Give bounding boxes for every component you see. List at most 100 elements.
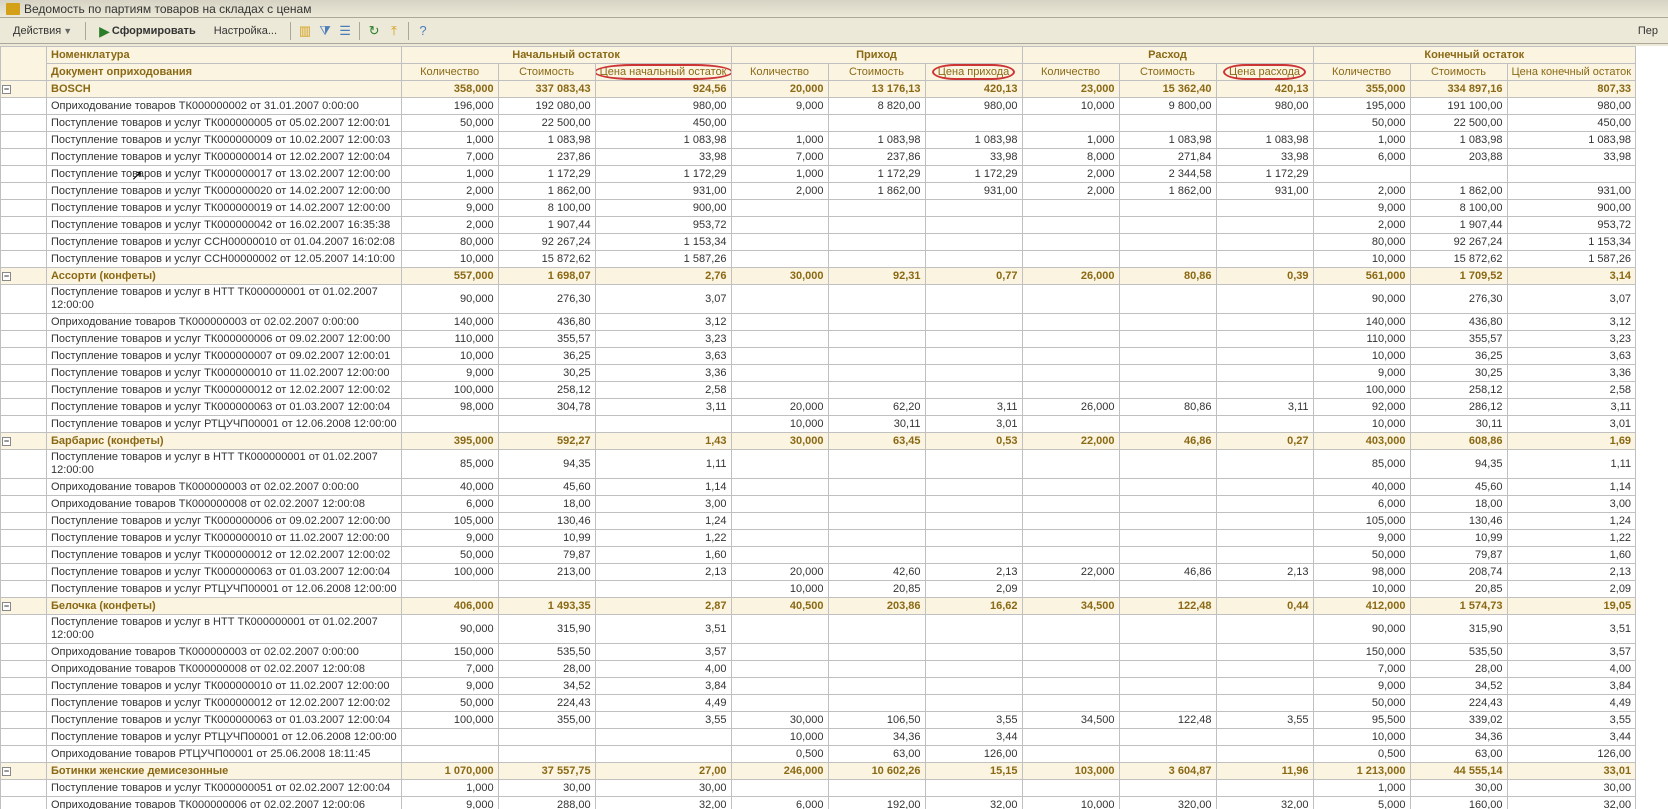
data-row[interactable]: Оприходование товаров ТК000000003 от 02.… <box>1 314 1636 331</box>
data-row[interactable]: Оприходование товаров ТК000000008 от 02.… <box>1 496 1636 513</box>
value-cell: 80,000 <box>1313 234 1410 251</box>
value-cell <box>731 365 828 382</box>
value-cell: 3,55 <box>1216 712 1313 729</box>
value-cell: 9,000 <box>1313 530 1410 547</box>
value-cell: 9,000 <box>731 98 828 115</box>
data-row[interactable]: Поступление товаров и услуг ТК000000012 … <box>1 547 1636 564</box>
doc-cell: Поступление товаров и услуг ТК000000012 … <box>47 382 402 399</box>
value-cell <box>1022 780 1119 797</box>
collapse-icon[interactable]: − <box>2 437 11 446</box>
value-cell: 3,11 <box>1507 399 1636 416</box>
group-total: 0,77 <box>925 268 1022 285</box>
value-cell: 98,000 <box>1313 564 1410 581</box>
collapse-icon[interactable]: − <box>2 272 11 281</box>
data-row[interactable]: Поступление товаров и услуг РТЦУЧП00001 … <box>1 581 1636 598</box>
data-row[interactable]: Оприходование товаров ТК000000003 от 02.… <box>1 479 1636 496</box>
data-row[interactable]: Поступление товаров и услуг ТК000000009 … <box>1 132 1636 149</box>
export-icon[interactable]: ⤒ <box>386 23 402 39</box>
help-icon[interactable]: ? <box>415 23 431 39</box>
filter-icon[interactable]: ⧩ <box>317 23 333 39</box>
data-row[interactable]: Поступление товаров и услуг ТК000000005 … <box>1 115 1636 132</box>
data-row[interactable]: Поступление товаров и услуг ТК000000063 … <box>1 712 1636 729</box>
data-row[interactable]: Оприходование товаров РТЦУЧП00001 от 25.… <box>1 746 1636 763</box>
group-row[interactable]: −Ассорти (конфеты)557,0001 698,072,7630,… <box>1 268 1636 285</box>
value-cell <box>925 496 1022 513</box>
value-cell <box>828 661 925 678</box>
group-row[interactable]: −Ботинки женские демисезонные1 070,00037… <box>1 763 1636 780</box>
data-row[interactable]: Поступление товаров и услуг ТК000000010 … <box>1 365 1636 382</box>
data-row[interactable]: Поступление товаров и услуг ТК000000063 … <box>1 564 1636 581</box>
value-cell <box>925 115 1022 132</box>
refresh-icon[interactable]: ↻ <box>366 23 382 39</box>
value-cell: 63,00 <box>828 746 925 763</box>
data-row[interactable]: Поступление товаров и услуг ССН00000010 … <box>1 234 1636 251</box>
group-total: 23,000 <box>1022 81 1119 98</box>
data-row[interactable]: Поступление товаров и услуг ТК000000006 … <box>1 331 1636 348</box>
value-cell <box>1216 547 1313 564</box>
value-cell <box>1022 365 1119 382</box>
data-row[interactable]: Поступление товаров и услуг ТК000000063 … <box>1 399 1636 416</box>
data-row[interactable]: Поступление товаров и услуг ТК000000007 … <box>1 348 1636 365</box>
data-row[interactable]: Поступление товаров и услуг ТК000000051 … <box>1 780 1636 797</box>
value-cell: 192,00 <box>828 797 925 809</box>
value-cell: 126,00 <box>1507 746 1636 763</box>
value-cell: 315,90 <box>1410 615 1507 644</box>
data-row[interactable]: Поступление товаров и услуг ТК000000042 … <box>1 217 1636 234</box>
value-cell: 1,60 <box>595 547 731 564</box>
value-cell: 50,000 <box>401 695 498 712</box>
list-icon[interactable]: ☰ <box>337 23 353 39</box>
data-row[interactable]: Поступление товаров и услуг РТЦУЧП00001 … <box>1 729 1636 746</box>
value-cell: 50,000 <box>1313 115 1410 132</box>
chart-icon[interactable]: ▥ <box>297 23 313 39</box>
value-cell <box>925 365 1022 382</box>
value-cell: 33,98 <box>1507 149 1636 166</box>
data-row[interactable]: Оприходование товаров ТК000000002 от 31.… <box>1 98 1636 115</box>
data-row[interactable]: Поступление товаров и услуг ТК000000017 … <box>1 166 1636 183</box>
value-cell <box>1119 530 1216 547</box>
header-price-end: Цена конечный остаток <box>1507 64 1636 81</box>
generate-button[interactable]: ▶ Сформировать <box>92 21 203 41</box>
group-row[interactable]: −Белочка (конфеты)406,0001 493,352,8740,… <box>1 598 1636 615</box>
generate-label: Сформировать <box>112 25 196 37</box>
report-area[interactable]: Номенклатура Начальный остаток Приход Ра… <box>0 46 1668 809</box>
collapse-icon[interactable]: − <box>2 767 11 776</box>
value-cell <box>1119 382 1216 399</box>
data-row[interactable]: Поступление товаров и услуг ТК000000012 … <box>1 695 1636 712</box>
value-cell: 150,000 <box>401 644 498 661</box>
data-row[interactable]: Поступление товаров и услуг ССН00000002 … <box>1 251 1636 268</box>
value-cell <box>828 615 925 644</box>
data-row[interactable]: Поступление товаров и услуг ТК000000006 … <box>1 513 1636 530</box>
data-row[interactable]: Поступление товаров и услуг ТК000000010 … <box>1 678 1636 695</box>
doc-cell: Поступление товаров и услуг ТК000000006 … <box>47 513 402 530</box>
value-cell: 28,00 <box>498 661 595 678</box>
value-cell: 980,00 <box>1507 98 1636 115</box>
value-cell <box>925 695 1022 712</box>
data-row[interactable]: Поступление товаров и услуг ТК000000019 … <box>1 200 1636 217</box>
data-row[interactable]: Поступление товаров и услуг ТК000000010 … <box>1 530 1636 547</box>
data-row[interactable]: Оприходование товаров ТК000000006 от 02.… <box>1 797 1636 809</box>
data-row[interactable]: Оприходование товаров ТК000000003 от 02.… <box>1 644 1636 661</box>
value-cell <box>1216 513 1313 530</box>
value-cell: 10,99 <box>498 530 595 547</box>
data-row[interactable]: Поступление товаров и услуг ТК000000020 … <box>1 183 1636 200</box>
data-row[interactable]: Поступление товаров и услуг ТК000000012 … <box>1 382 1636 399</box>
data-row[interactable]: Поступление товаров и услуг в НТТ ТК0000… <box>1 450 1636 479</box>
group-total: 412,000 <box>1313 598 1410 615</box>
doc-cell: Поступление товаров и услуг ССН00000002 … <box>47 251 402 268</box>
data-row[interactable]: Оприходование товаров ТК000000008 от 02.… <box>1 661 1636 678</box>
value-cell: 45,60 <box>1410 479 1507 496</box>
data-row[interactable]: Поступление товаров и услуг в НТТ ТК0000… <box>1 285 1636 314</box>
data-row[interactable]: Поступление товаров и услуг РТЦУЧП00001 … <box>1 416 1636 433</box>
group-total: 403,000 <box>1313 433 1410 450</box>
settings-button[interactable]: Настройка... <box>207 22 284 40</box>
group-row[interactable]: −BOSCH358,000337 083,43924,5620,00013 17… <box>1 81 1636 98</box>
collapse-icon[interactable]: − <box>2 85 11 94</box>
value-cell <box>925 450 1022 479</box>
data-row[interactable]: Поступление товаров и услуг в НТТ ТК0000… <box>1 615 1636 644</box>
actions-dropdown[interactable]: Действия ▼ <box>6 22 79 40</box>
value-cell: 1,000 <box>401 166 498 183</box>
group-row[interactable]: −Барбарис (конфеты)395,000592,271,4330,0… <box>1 433 1636 450</box>
collapse-icon[interactable]: − <box>2 602 11 611</box>
value-cell <box>731 530 828 547</box>
data-row[interactable]: Поступление товаров и услуг ТК000000014 … <box>1 149 1636 166</box>
